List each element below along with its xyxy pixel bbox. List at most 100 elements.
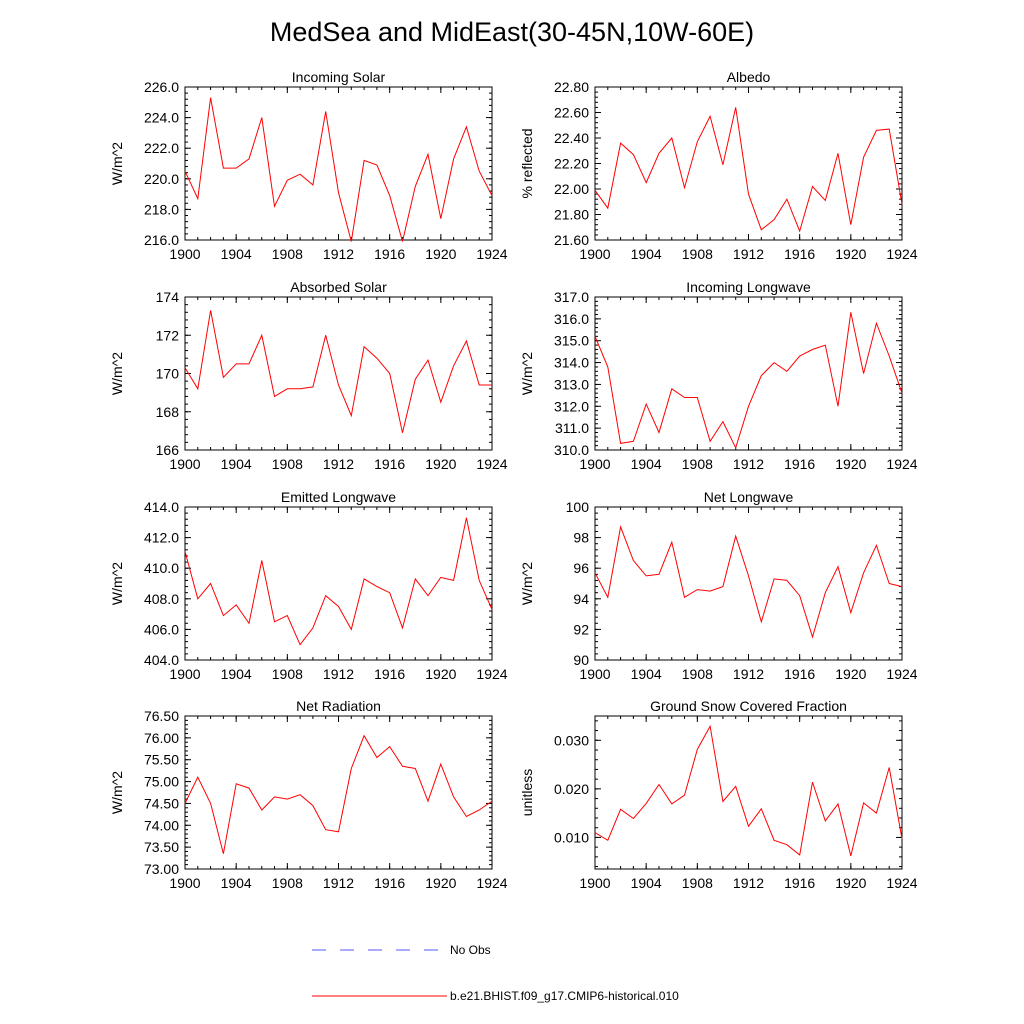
x-tick-label: 1920	[425, 875, 456, 891]
x-tick-label: 1924	[886, 456, 917, 472]
y-tick-label: 311.0	[555, 420, 589, 436]
y-tick-label: 73.50	[144, 839, 179, 855]
panel-title: Incoming Solar	[292, 69, 386, 85]
x-tick-label: 1916	[374, 666, 405, 682]
x-tick-label: 1924	[886, 246, 917, 262]
y-tick-label: 222.0	[144, 140, 179, 156]
panel-incoming-solar: Incoming Solar W/m^2 1900 1904 1908 1912 1916 1…	[109, 69, 508, 262]
x-tick-label: 1920	[835, 246, 866, 262]
x-tick-label: 1920	[835, 456, 866, 472]
x-tick-label: 1908	[682, 875, 713, 891]
y-tick-label: 170	[156, 366, 180, 382]
y-tick-label: 0.010	[554, 829, 589, 845]
y-tick-label: 74.00	[144, 817, 179, 833]
y-tick-label: 98	[573, 530, 589, 546]
x-tick-label: 1904	[221, 875, 252, 891]
y-tick-label: 75.50	[144, 752, 179, 768]
x-tick-label: 1908	[272, 666, 303, 682]
x-tick-label: 1920	[425, 246, 456, 262]
y-tick-label: 76.00	[144, 730, 179, 746]
x-tick-label: 1908	[682, 456, 713, 472]
y-axis-label: W/m^2	[109, 562, 125, 605]
panel-ground-snow-covered-fraction: Ground Snow Covered Fraction unitless 1900…	[519, 698, 918, 891]
legend-obs-label: No Obs	[450, 943, 491, 957]
x-tick-label: 1908	[272, 456, 303, 472]
plot-frame	[594, 506, 903, 661]
y-tick-label: 218.0	[144, 201, 179, 217]
y-tick-label: 408.0	[144, 591, 179, 607]
series-line-ground-snow-covered-fraction	[594, 724, 903, 857]
y-tick-label: 406.0	[144, 621, 179, 637]
series-line-incoming-solar	[184, 97, 493, 242]
y-tick-label: 21.60	[554, 232, 589, 248]
y-tick-label: 224.0	[144, 110, 179, 126]
x-tick-label: 1908	[272, 875, 303, 891]
x-tick-label: 1904	[221, 246, 252, 262]
y-tick-label: 174	[156, 289, 180, 305]
y-tick-label: 216.0	[144, 232, 179, 248]
x-tick-label: 1904	[631, 456, 662, 472]
y-tick-label: 317.0	[554, 289, 589, 305]
x-tick-label: 1916	[374, 456, 405, 472]
y-tick-label: 100	[566, 499, 590, 515]
x-tick-label: 1924	[476, 875, 507, 891]
y-tick-label: 90	[573, 652, 589, 668]
x-tick-label: 1912	[733, 666, 764, 682]
y-tick-label: 22.80	[554, 79, 589, 95]
series-line-absorbed-solar	[184, 310, 492, 433]
series-line-net-longwave	[594, 525, 903, 639]
x-tick-label: 1908	[682, 666, 713, 682]
x-tick-label: 1904	[221, 666, 252, 682]
y-tick-label: 73.00	[144, 861, 179, 877]
x-tick-label: 1900	[579, 875, 610, 891]
x-tick-label: 1924	[886, 875, 917, 891]
x-tick-label: 1916	[374, 875, 405, 891]
x-tick-label: 1912	[733, 456, 764, 472]
x-tick-label: 1920	[425, 456, 456, 472]
x-tick-label: 1920	[835, 875, 866, 891]
series-line-emitted-longwave	[184, 517, 493, 646]
y-tick-label: 94	[573, 591, 589, 607]
y-tick-label: 22.00	[554, 181, 589, 197]
panel-title: Incoming Longwave	[686, 279, 811, 295]
y-axis-label: W/m^2	[109, 771, 125, 814]
y-tick-label: 226.0	[144, 79, 179, 95]
panel-net-radiation: Net Radiation W/m^2 1900 1904 1908 1912 1916 19…	[109, 698, 508, 891]
x-tick-label: 1924	[476, 666, 507, 682]
x-tick-label: 1912	[323, 875, 354, 891]
panels: Incoming Solar W/m^2 1900 1904 1908 1912 1916 1…	[109, 69, 918, 891]
x-tick-label: 1908	[682, 246, 713, 262]
y-tick-label: 313.0	[554, 376, 589, 392]
x-tick-label: 1900	[169, 875, 200, 891]
plot-frame	[184, 715, 493, 870]
series-line-albedo	[594, 107, 903, 233]
legend-model-label: b.e21.BHIST.f09_g17.CMIP6-historical.010	[450, 989, 679, 1003]
x-tick-label: 1912	[323, 246, 354, 262]
plot-frame	[184, 506, 493, 661]
x-tick-label: 1900	[169, 666, 200, 682]
x-tick-label: 1912	[733, 875, 764, 891]
x-tick-label: 1912	[733, 246, 764, 262]
y-tick-label: 172	[156, 327, 180, 343]
y-tick-label: 316.0	[554, 311, 589, 327]
y-tick-label: 96	[573, 560, 589, 576]
y-tick-label: 166	[156, 442, 180, 458]
x-tick-label: 1900	[579, 456, 610, 472]
x-tick-label: 1912	[323, 666, 354, 682]
y-axis-label: W/m^2	[519, 562, 535, 605]
y-tick-label: 22.40	[554, 130, 589, 146]
x-tick-label: 1900	[169, 456, 200, 472]
panel-title: Emitted Longwave	[281, 489, 396, 505]
x-tick-label: 1908	[272, 246, 303, 262]
x-tick-label: 1920	[425, 666, 456, 682]
y-tick-label: 22.60	[554, 105, 589, 121]
x-tick-label: 1924	[476, 456, 507, 472]
panel-title: Absorbed Solar	[290, 279, 387, 295]
y-tick-label: 315.0	[554, 333, 589, 349]
legend: No Obs b.e21.BHIST.f09_g17.CMIP6-histori…	[312, 943, 679, 1003]
x-tick-label: 1916	[784, 666, 815, 682]
y-tick-label: 92	[573, 621, 589, 637]
y-tick-label: 168	[156, 404, 180, 420]
figure-title: MedSea and MidEast(30-45N,10W-60E)	[270, 17, 754, 47]
